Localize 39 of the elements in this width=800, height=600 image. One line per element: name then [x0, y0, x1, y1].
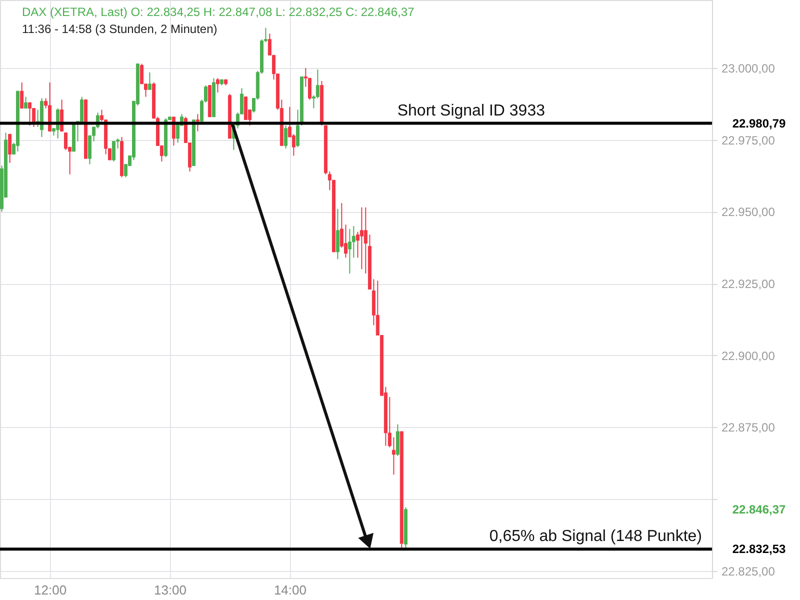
candlestick [316, 69, 320, 99]
candlestick [24, 96, 28, 109]
candlestick [112, 140, 116, 162]
candlestick [360, 206, 364, 270]
candlestick [336, 208, 340, 260]
candlestick [64, 132, 68, 150]
x-tick-label: 12:00 [34, 582, 67, 598]
y-tick-label: 23.000,00 [722, 62, 776, 76]
y-tick-label: 22.925,00 [722, 277, 776, 292]
text: 22.980,79 [732, 116, 786, 130]
x-tick-label: 14:00 [274, 582, 306, 598]
candlestick [8, 134, 12, 164]
text: 11:36 - 14:58 (3 Stunden, 2 Minuten) [22, 22, 218, 36]
x-tick-label: 13:00 [154, 582, 187, 598]
candlestick [284, 125, 288, 150]
ref-line-label: 0,65% ab Signal (148 Punkte) [489, 528, 702, 546]
candlestick [308, 78, 312, 100]
y-tick-label: 22.900,00 [722, 348, 776, 363]
y-tick-label: 22.825,00 [722, 564, 776, 578]
candlestick [348, 228, 352, 274]
candlestick [396, 424, 400, 456]
candlestick [344, 224, 348, 258]
candlestick [392, 436, 396, 476]
candlestick [196, 114, 200, 132]
candlestick [244, 96, 248, 120]
text: 22.832,53 [732, 542, 786, 556]
candlestick [80, 96, 84, 124]
candlestick [216, 78, 220, 94]
y-tick-label: 22.950,00 [722, 205, 776, 220]
y-tick-label: 22.975,00 [722, 133, 776, 148]
candlestick [148, 72, 152, 90]
ref-line-label: Short Signal ID 3933 [397, 102, 546, 120]
candlestick [28, 102, 32, 126]
y-tick-label: 22.875,00 [722, 420, 776, 435]
candlestick [352, 226, 356, 258]
candlestick [364, 206, 368, 274]
text: 22.846,37 [732, 502, 786, 516]
candlestick [20, 82, 24, 109]
chart-title: DAX (XETRA, Last) O: 22.834,25 H: 22.847,08 L: 22.832,25 C: 22.846,37 [22, 5, 415, 19]
